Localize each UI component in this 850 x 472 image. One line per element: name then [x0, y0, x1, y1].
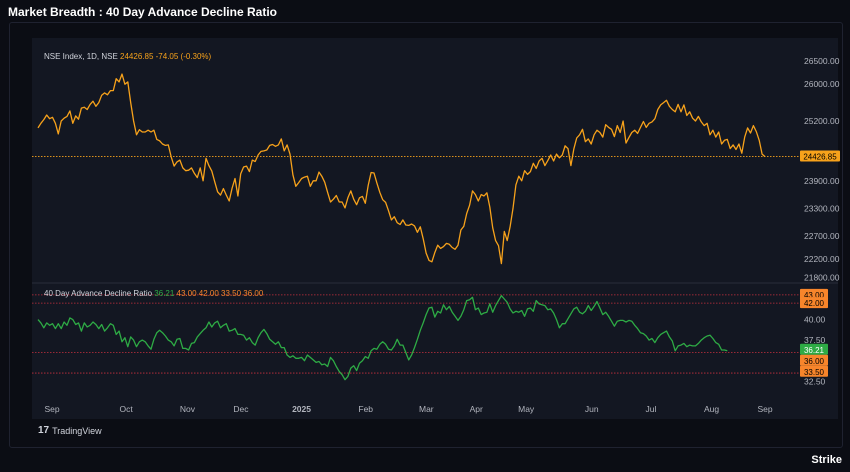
- ratio-last-tag-bg: [800, 343, 828, 355]
- price-last-tag: 24426.85: [803, 153, 837, 162]
- ratio-legend-title: 40 Day Advance Decline Ratio: [44, 289, 154, 298]
- price-y-tick-label: 22200.00: [804, 254, 840, 264]
- ratio-legend: 40 Day Advance Decline Ratio 36.21 43.00…: [44, 289, 264, 298]
- x-tick-label: Aug: [704, 404, 719, 414]
- ratio-y-tick-label: 40.00: [804, 315, 826, 325]
- level-tag-bg: [800, 297, 828, 309]
- price-y-tick-label: 22700.00: [804, 231, 840, 241]
- level-tag: 36.00: [804, 357, 825, 366]
- chart-panel[interactable]: [32, 38, 838, 419]
- price-y-tick-label: 23300.00: [804, 203, 840, 213]
- price-legend-last: 24426.85: [120, 52, 156, 61]
- x-tick-label: Nov: [180, 404, 196, 414]
- tradingview-mark-icon: 17: [38, 425, 50, 436]
- price-y-tick-label: 26000.00: [804, 79, 840, 89]
- x-tick-label: 2025: [292, 404, 311, 414]
- chart-frame: [9, 22, 843, 448]
- series-lines: [37, 73, 766, 381]
- level-tag: 33.50: [804, 368, 825, 377]
- ratio-series-line: [37, 295, 728, 381]
- price-y-tick-label: 23900.00: [804, 176, 840, 186]
- axes: Sep Oct Nov Dec 2025 Feb Mar Apr May Jun Jul Aug Sep…: [44, 56, 840, 414]
- level-tag-bg: [800, 365, 828, 377]
- price-y-tick-label: 26500.00: [804, 56, 840, 66]
- level-tag: 43.00: [804, 291, 825, 300]
- price-last-tag-bg: [800, 150, 840, 162]
- price-series-line: [37, 73, 766, 265]
- ratio-legend-value: 42.00: [199, 289, 221, 298]
- ratio-last-tag: 36.21: [804, 346, 825, 355]
- ratio-legend-value: 33.50: [221, 289, 243, 298]
- tradingview-label: TradingView: [52, 425, 102, 436]
- x-tick-label: Feb: [358, 404, 373, 414]
- price-legend-change: -74.05 (-0.30%): [156, 52, 212, 61]
- ratio-y-tick-label: 37.50: [804, 335, 826, 345]
- ratio-level-lines: [32, 156, 800, 374]
- x-tick-label: Sep: [44, 404, 59, 414]
- x-tick-label: Jul: [645, 404, 656, 414]
- legends: NSE Index, 1D, NSE 24426.85 -74.05 (-0.3…: [44, 52, 264, 298]
- ratio-legend-value: 36.21: [154, 289, 176, 298]
- ratio-y-tick-label: 32.50: [804, 376, 826, 386]
- x-tick-label: May: [518, 404, 535, 414]
- price-legend: NSE Index, 1D, NSE 24426.85 -74.05 (-0.3…: [44, 52, 212, 61]
- x-tick-label: Mar: [419, 404, 434, 414]
- price-y-tick-label: 25200.00: [804, 116, 840, 126]
- ratio-legend-value: 43.00: [177, 289, 199, 298]
- x-tick-label: Apr: [470, 404, 483, 414]
- brand-logo: Strike: [811, 454, 842, 466]
- x-tick-label: Oct: [120, 404, 134, 414]
- page-title: Market Breadth : 40 Day Advance Decline …: [8, 5, 277, 19]
- price-legend-title: NSE Index, 1D, NSE: [44, 52, 120, 61]
- ratio-legend-value: 36.00: [243, 289, 264, 298]
- level-tag-bg: [800, 354, 828, 366]
- x-tick-label: Dec: [233, 404, 249, 414]
- price-y-tick-label: 21800.00: [804, 272, 840, 282]
- x-tick-label: Jun: [585, 404, 599, 414]
- level-tag: 42.00: [804, 299, 825, 308]
- tradingview-logo[interactable]: 17 TradingView: [38, 425, 102, 436]
- x-tick-label: Sep: [757, 404, 772, 414]
